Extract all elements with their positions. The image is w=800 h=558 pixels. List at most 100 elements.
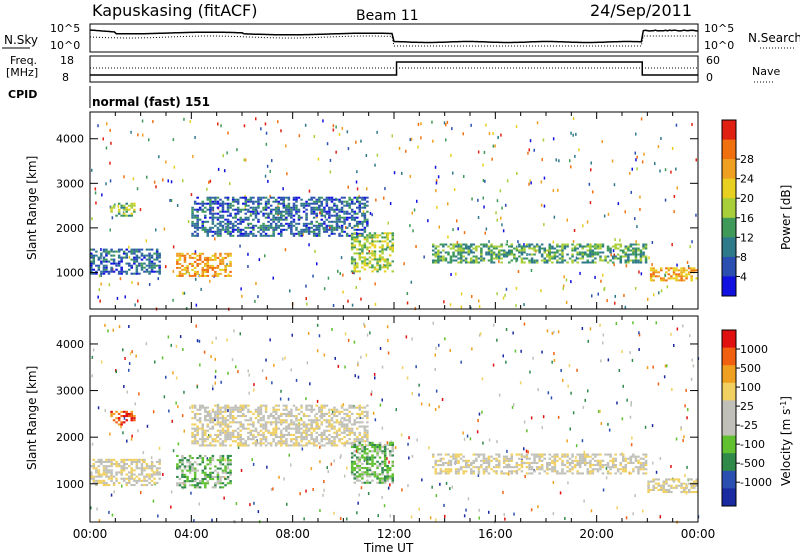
range-gate-cell: [361, 440, 364, 442]
range-gate-cell: [673, 478, 676, 480]
range-gate-cell: [693, 485, 696, 487]
range-gate-cell: [110, 415, 113, 417]
range-gate-cell: [556, 472, 559, 474]
range-gate-cell: [270, 434, 273, 436]
scatter-cell: [553, 352, 555, 355]
range-gate-cell: [587, 256, 590, 258]
scatter-cell: [383, 197, 385, 200]
range-gate-cell: [285, 207, 288, 209]
range-gate-cell: [133, 263, 136, 265]
range-gate-cell: [148, 482, 151, 484]
range-gate-cell: [506, 252, 509, 254]
range-gate-cell: [564, 246, 567, 248]
scatter-cell: [541, 351, 543, 354]
range-gate-cell: [526, 454, 529, 456]
range-gate-cell: [597, 248, 600, 250]
scatter-cell: [227, 132, 229, 135]
scatter-cell: [265, 122, 267, 125]
range-gate-cell: [645, 256, 648, 258]
range-gate-cell: [207, 413, 210, 415]
range-gate-cell: [133, 257, 136, 259]
range-gate-cell: [483, 470, 486, 472]
range-gate-cell: [361, 446, 364, 448]
range-gate-cell: [257, 203, 260, 205]
range-gate-cell: [622, 470, 625, 472]
scatter-cell: [493, 364, 495, 367]
range-gate-cell: [186, 269, 189, 271]
range-gate-cell: [313, 203, 316, 205]
range-gate-cell: [305, 225, 308, 227]
range-gate-cell: [262, 436, 265, 438]
scatter-cell: [172, 371, 174, 374]
range-gate-cell: [219, 223, 222, 225]
range-gate-cell: [468, 262, 471, 264]
range-gate-cell: [252, 421, 255, 423]
range-gate-cell: [219, 211, 222, 213]
range-gate-cell: [392, 450, 395, 452]
range-gate-cell: [227, 221, 230, 223]
range-gate-cell: [338, 235, 341, 237]
range-gate-cell: [341, 417, 344, 419]
range-gate-cell: [242, 423, 245, 425]
scatter-cell: [215, 382, 217, 385]
range-gate-cell: [386, 262, 389, 264]
range-gate-cell: [688, 491, 691, 493]
range-gate-cell: [333, 209, 336, 211]
scatter-cell: [516, 287, 518, 290]
scatter-cell: [249, 503, 251, 506]
range-gate-cell: [609, 460, 612, 462]
range-gate-cell: [224, 440, 227, 442]
range-gate-cell: [153, 271, 156, 273]
range-gate-cell: [637, 466, 640, 468]
range-gate-cell: [455, 472, 458, 474]
range-gate-cell: [442, 464, 445, 466]
range-gate-cell: [310, 405, 313, 407]
scatter-cell: [328, 411, 330, 414]
range-gate-cell: [450, 462, 453, 464]
range-gate-cell: [133, 203, 136, 205]
range-gate-cell: [457, 468, 460, 470]
scatter-cell: [312, 488, 314, 491]
range-gate-cell: [105, 255, 108, 257]
range-gate-cell: [326, 413, 329, 415]
range-gate-cell: [209, 468, 212, 470]
range-gate-cell: [179, 257, 182, 259]
range-gate-cell: [131, 463, 134, 465]
range-gate-cell: [604, 260, 607, 262]
range-gate-cell: [647, 491, 650, 493]
range-gate-cell: [437, 464, 440, 466]
range-gate-cell: [346, 201, 349, 203]
range-gate-cell: [219, 199, 222, 201]
range-gate-cell: [275, 413, 278, 415]
range-gate-cell: [338, 440, 341, 442]
range-gate-cell: [179, 461, 182, 463]
range-gate-cell: [202, 470, 205, 472]
range-gate-cell: [257, 407, 260, 409]
range-gate-cell: [136, 467, 139, 469]
range-gate-cell: [131, 273, 134, 275]
range-gate-cell: [348, 225, 351, 227]
range-gate-cell: [123, 465, 126, 467]
range-gate-cell: [118, 463, 121, 465]
range-gate-cell: [224, 417, 227, 419]
range-gate-cell: [445, 252, 448, 254]
range-gate-cell: [194, 468, 197, 470]
range-gate-cell: [110, 471, 113, 473]
range-gate-cell: [366, 205, 369, 207]
range-gate-cell: [485, 246, 488, 248]
range-gate-cell: [450, 460, 453, 462]
range-gate-cell: [470, 252, 473, 254]
range-gate-cell: [262, 223, 265, 225]
range-gate-cell: [128, 251, 131, 253]
range-gate-cell: [283, 207, 286, 209]
scatter-cell: [214, 237, 216, 240]
scatter-cell: [421, 402, 423, 405]
range-gate-cell: [288, 428, 291, 430]
range-gate-cell: [328, 209, 331, 211]
range-gate-cell: [470, 250, 473, 252]
range-gate-cell: [265, 430, 268, 432]
range-gate-cell: [110, 459, 113, 461]
range-gate-cell: [445, 468, 448, 470]
range-gate-cell: [498, 256, 501, 258]
range-gate-cell: [369, 256, 372, 258]
